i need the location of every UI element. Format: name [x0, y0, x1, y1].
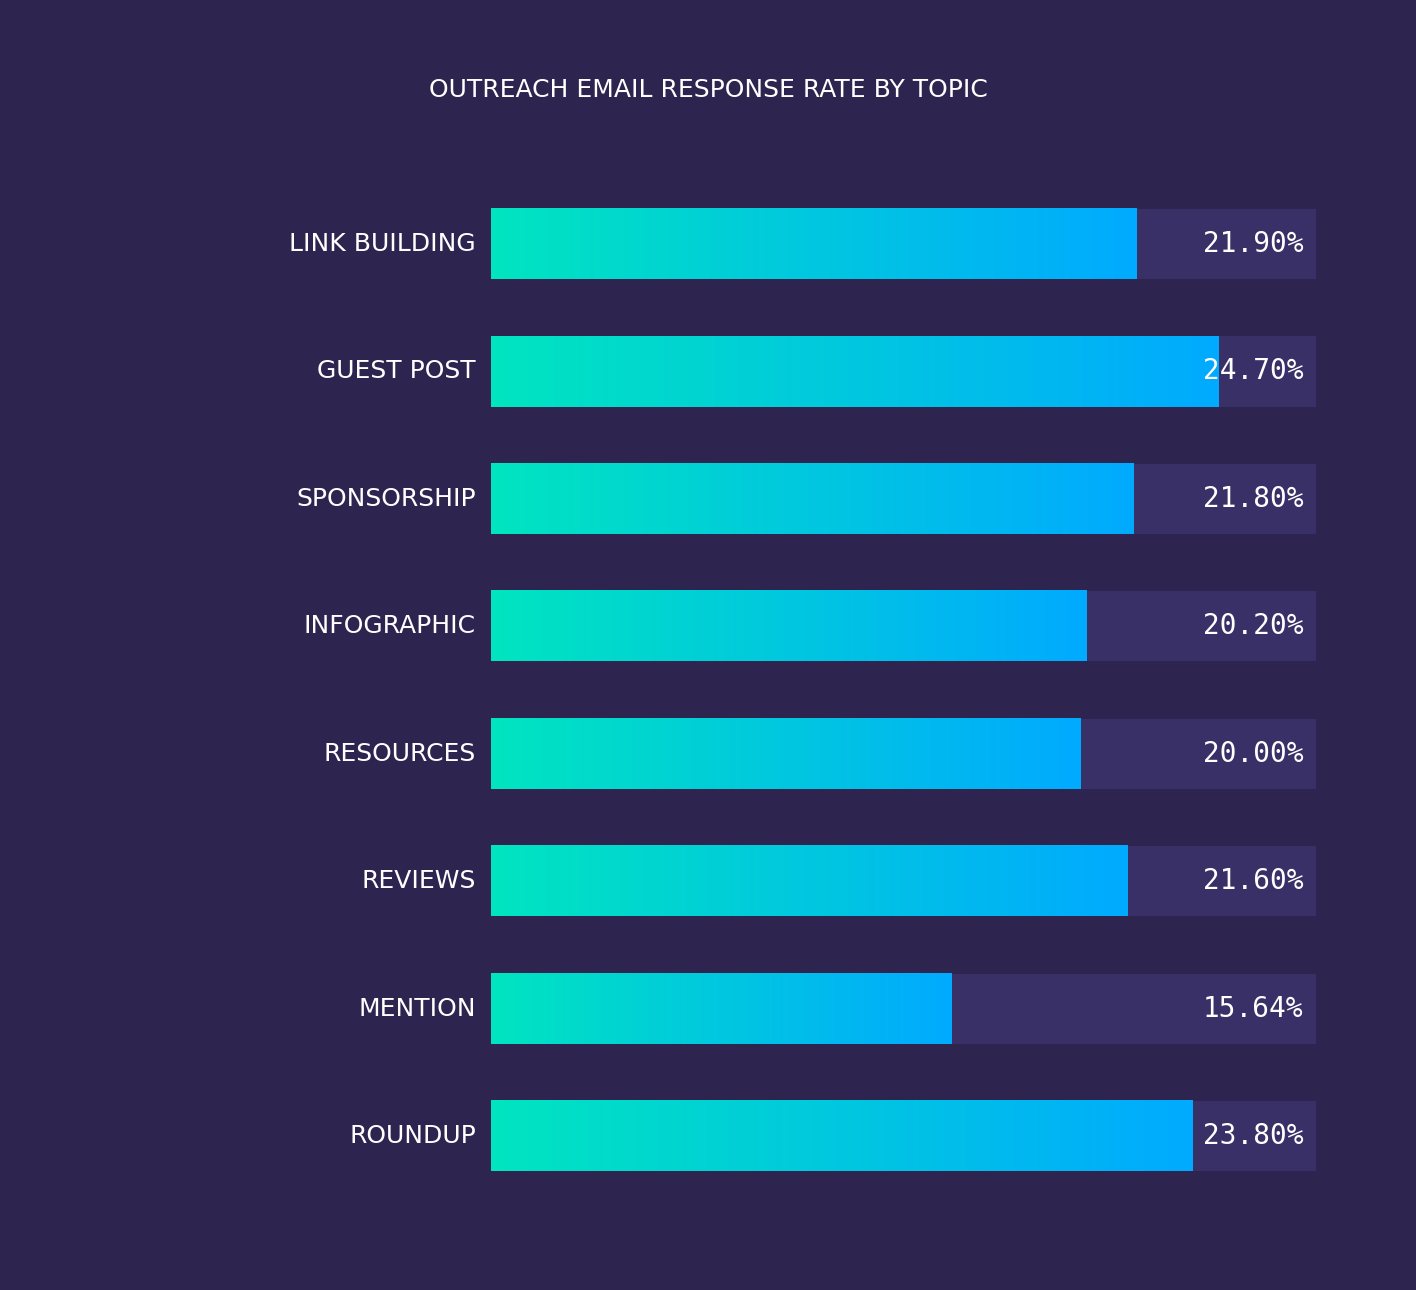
- FancyBboxPatch shape: [490, 719, 1315, 789]
- Text: 20.20%: 20.20%: [1202, 613, 1303, 640]
- Text: ROUNDUP: ROUNDUP: [350, 1125, 476, 1148]
- Text: GUEST POST: GUEST POST: [317, 360, 476, 383]
- FancyBboxPatch shape: [490, 337, 1315, 406]
- Text: SPONSORSHIP: SPONSORSHIP: [296, 486, 476, 511]
- Text: REVIEWS: REVIEWS: [361, 869, 476, 894]
- FancyBboxPatch shape: [490, 209, 1315, 279]
- FancyBboxPatch shape: [490, 974, 1315, 1044]
- Text: 23.80%: 23.80%: [1202, 1122, 1303, 1151]
- FancyBboxPatch shape: [490, 464, 1315, 534]
- Text: 21.90%: 21.90%: [1202, 230, 1303, 258]
- Text: 24.70%: 24.70%: [1202, 357, 1303, 386]
- Text: 21.60%: 21.60%: [1202, 867, 1303, 895]
- FancyBboxPatch shape: [490, 1102, 1315, 1171]
- Text: INFOGRAPHIC: INFOGRAPHIC: [304, 614, 476, 639]
- FancyBboxPatch shape: [490, 591, 1315, 662]
- Text: 21.80%: 21.80%: [1202, 485, 1303, 513]
- Text: RESOURCES: RESOURCES: [324, 742, 476, 766]
- Text: LINK BUILDING: LINK BUILDING: [289, 232, 476, 255]
- Text: 20.00%: 20.00%: [1202, 740, 1303, 768]
- FancyBboxPatch shape: [490, 846, 1315, 916]
- Text: OUTREACH EMAIL RESPONSE RATE BY TOPIC: OUTREACH EMAIL RESPONSE RATE BY TOPIC: [429, 79, 987, 102]
- Text: 15.64%: 15.64%: [1202, 995, 1303, 1023]
- Text: MENTION: MENTION: [358, 997, 476, 1020]
